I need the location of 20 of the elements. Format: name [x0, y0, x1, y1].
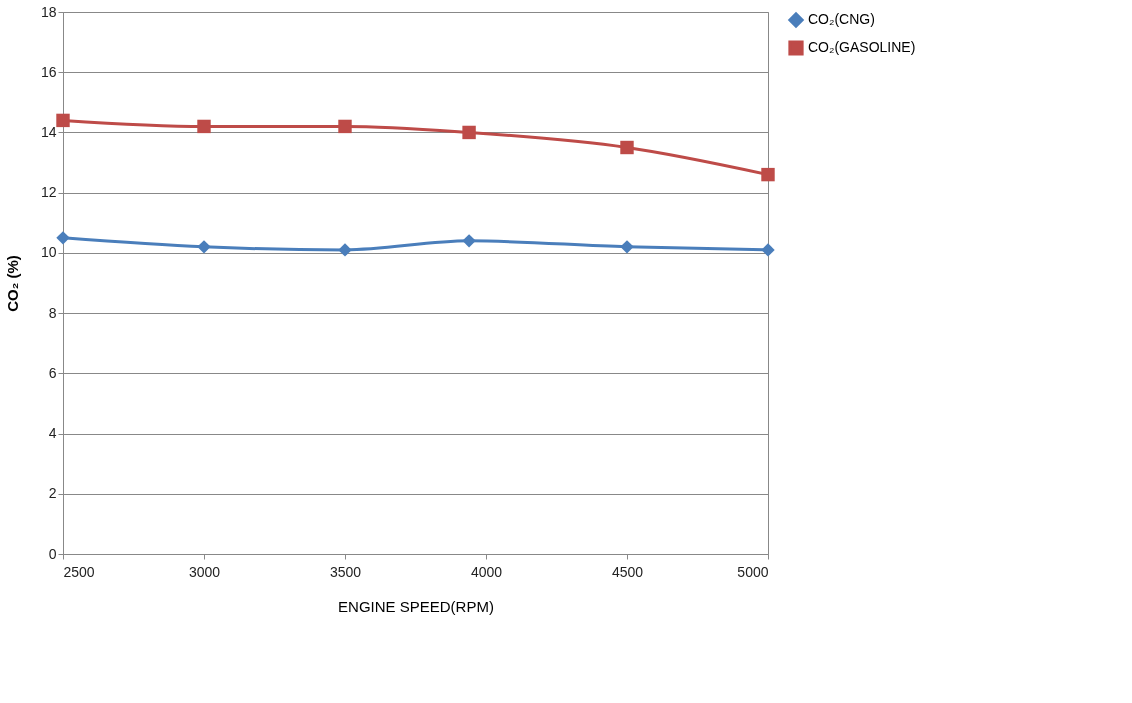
y-tick-label: 14: [40, 123, 57, 140]
y-tick-label: 2: [48, 485, 57, 502]
x-tick-label: 2500: [63, 563, 95, 580]
y-tick-label: 18: [40, 3, 57, 20]
y-tick-label: 0: [48, 545, 57, 562]
x-tick-label: 3500: [329, 563, 362, 580]
x-tick-label: 4000: [470, 563, 503, 580]
y-tick-label: 8: [48, 304, 57, 321]
y-tick-label: 12: [40, 184, 57, 201]
x-tick-label: 4500: [611, 563, 644, 580]
y-tick-label: 6: [48, 364, 57, 381]
y-tick-label: 16: [40, 63, 57, 80]
y-tick-label: 4: [48, 425, 57, 442]
legend-label: CO₂(CNG): [808, 11, 875, 27]
x-axis-title: ENGINE SPEED(RPM): [338, 597, 494, 615]
y-axis-title: CO₂ (%): [3, 255, 21, 312]
x-tick-label: 3000: [188, 563, 221, 580]
x-tick-label: 5000: [737, 563, 769, 580]
legend-label: CO₂(GASOLINE): [808, 39, 916, 55]
y-tick-label: 10: [40, 244, 57, 261]
